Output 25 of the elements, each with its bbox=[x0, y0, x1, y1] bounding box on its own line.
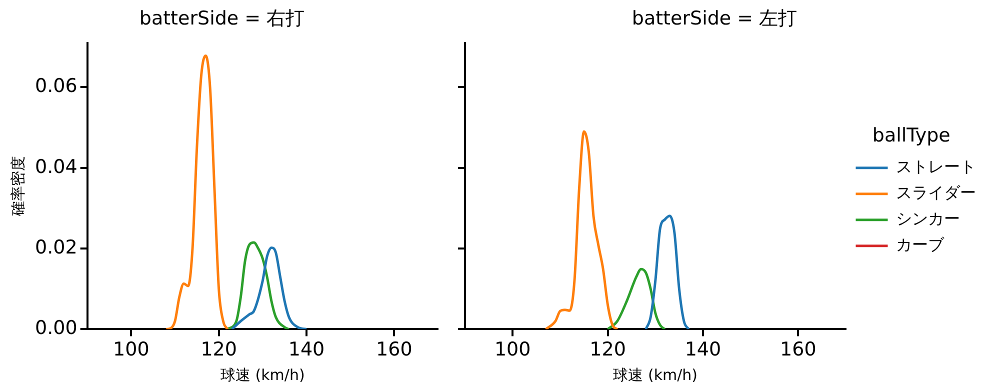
x-tick-label: 160 bbox=[376, 338, 412, 361]
y-tick-label: 0.02 bbox=[34, 236, 78, 258]
line-series bbox=[230, 246, 308, 330]
y-tick-label: 0.04 bbox=[34, 156, 78, 178]
x-tick-label: 120 bbox=[590, 338, 626, 361]
chart-title: batterSide = 右打 bbox=[139, 7, 305, 30]
y-tick-label: 0.06 bbox=[34, 75, 78, 98]
x-tick-label: 120 bbox=[200, 338, 237, 361]
line-series bbox=[164, 54, 229, 330]
x-axis-title: 球速 (km/h) bbox=[613, 366, 698, 384]
legend-label: ストレート bbox=[896, 157, 976, 176]
y-tick-label: 0.00 bbox=[34, 317, 78, 340]
y-axis-title: 確率密度 bbox=[8, 156, 27, 217]
x-tick-label: 140 bbox=[684, 338, 722, 361]
legend-label: カーブ bbox=[896, 235, 945, 254]
line-series bbox=[226, 241, 290, 330]
x-tick-label: 140 bbox=[288, 338, 325, 361]
chart-title: batterSide = 左打 bbox=[632, 7, 798, 30]
legend-label: シンカー bbox=[896, 209, 960, 228]
legend-title: ballType bbox=[872, 124, 950, 147]
x-tick-label: 160 bbox=[780, 338, 816, 361]
x-axis-title: 球速 (km/h) bbox=[220, 366, 305, 384]
x-tick-label: 100 bbox=[113, 338, 150, 361]
x-tick-label: 100 bbox=[494, 338, 531, 361]
legend-label: スライダー bbox=[896, 183, 976, 202]
